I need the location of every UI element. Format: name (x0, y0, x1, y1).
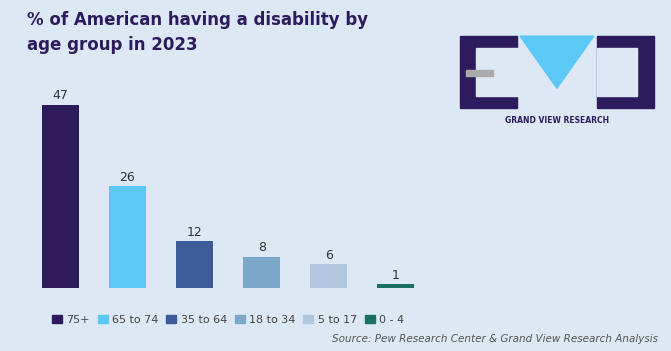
Bar (597, 48, 637, 96)
Text: 6: 6 (325, 249, 333, 262)
Polygon shape (520, 36, 594, 88)
Bar (176, 241, 213, 288)
Bar (109, 186, 146, 288)
Text: 26: 26 (119, 171, 136, 184)
Bar (310, 264, 348, 288)
Bar (42, 105, 79, 288)
Text: Source: Pew Research Center & Grand View Research Analysis: Source: Pew Research Center & Grand View… (331, 334, 658, 344)
Text: 47: 47 (52, 89, 68, 102)
Legend: 75+, 65 to 74, 35 to 64, 18 to 34, 5 to 17, 0 - 4: 75+, 65 to 74, 35 to 64, 18 to 34, 5 to … (48, 310, 409, 329)
Text: GRAND VIEW RESEARCH: GRAND VIEW RESEARCH (505, 116, 609, 125)
Text: 8: 8 (258, 241, 266, 254)
Bar (597, 36, 654, 108)
Bar (466, 70, 493, 76)
Text: 12: 12 (187, 226, 203, 239)
Bar (476, 48, 520, 96)
Bar (243, 257, 280, 288)
Bar (460, 36, 517, 108)
Bar (377, 284, 414, 288)
Text: 1: 1 (392, 269, 400, 282)
Text: % of American having a disability by
age group in 2023: % of American having a disability by age… (27, 11, 368, 54)
